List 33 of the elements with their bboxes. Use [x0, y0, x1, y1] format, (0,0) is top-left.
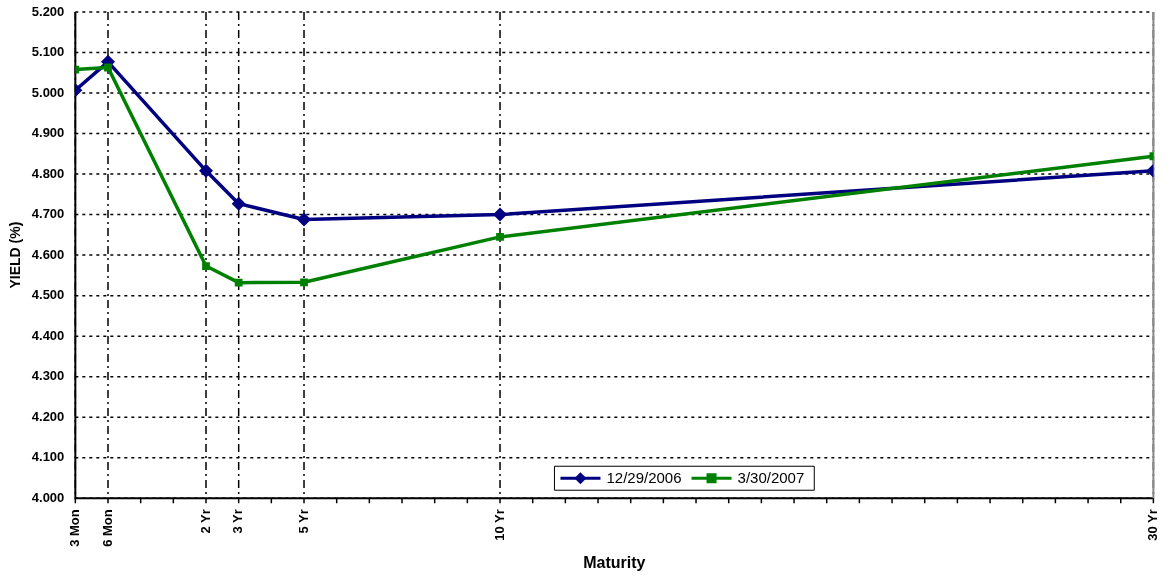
- point: [297, 212, 312, 227]
- y-tick-label: 5.200: [31, 3, 65, 19]
- y-tick-label: 4.400: [31, 327, 65, 343]
- y-tick-label: 4.500: [31, 287, 65, 303]
- y-tick-label: 4.000: [31, 489, 65, 505]
- legend-label: 12/29/2006: [606, 469, 682, 487]
- x-axis-title: Maturity: [583, 553, 646, 571]
- y-tick-label: 5.000: [31, 84, 65, 100]
- x-tick-label: 2 Yr: [197, 509, 213, 534]
- point: [104, 63, 112, 72]
- y-tick-label: 4.300: [31, 368, 65, 384]
- y-tick-label: 4.100: [31, 449, 65, 465]
- x-tick-label: 3 Yr: [230, 509, 246, 534]
- legend-label: 3/30/2007: [737, 469, 805, 487]
- point: [231, 196, 246, 211]
- point: [300, 278, 308, 287]
- y-tick-label: 4.900: [31, 125, 65, 141]
- point: [496, 233, 504, 241]
- y-tick-label: 4.800: [31, 165, 65, 181]
- x-tick-label: 30 Yr: [1144, 509, 1160, 541]
- point: [199, 163, 214, 178]
- y-tick-label: 4.700: [31, 206, 65, 222]
- x-tick-label: 3 Mon: [66, 509, 82, 547]
- x-tick-label: 10 Yr: [491, 509, 507, 541]
- y-tick-label: 4.200: [31, 408, 65, 424]
- y-tick-label: 5.100: [31, 44, 65, 60]
- point: [493, 207, 508, 222]
- x-tick-label: 6 Mon: [99, 509, 115, 547]
- y-tick-label: 4.600: [31, 246, 65, 262]
- point: [234, 278, 243, 287]
- y-axis-title: YIELD (%): [7, 221, 24, 289]
- point: [202, 262, 210, 270]
- x-tick-label: 5 Yr: [295, 509, 311, 534]
